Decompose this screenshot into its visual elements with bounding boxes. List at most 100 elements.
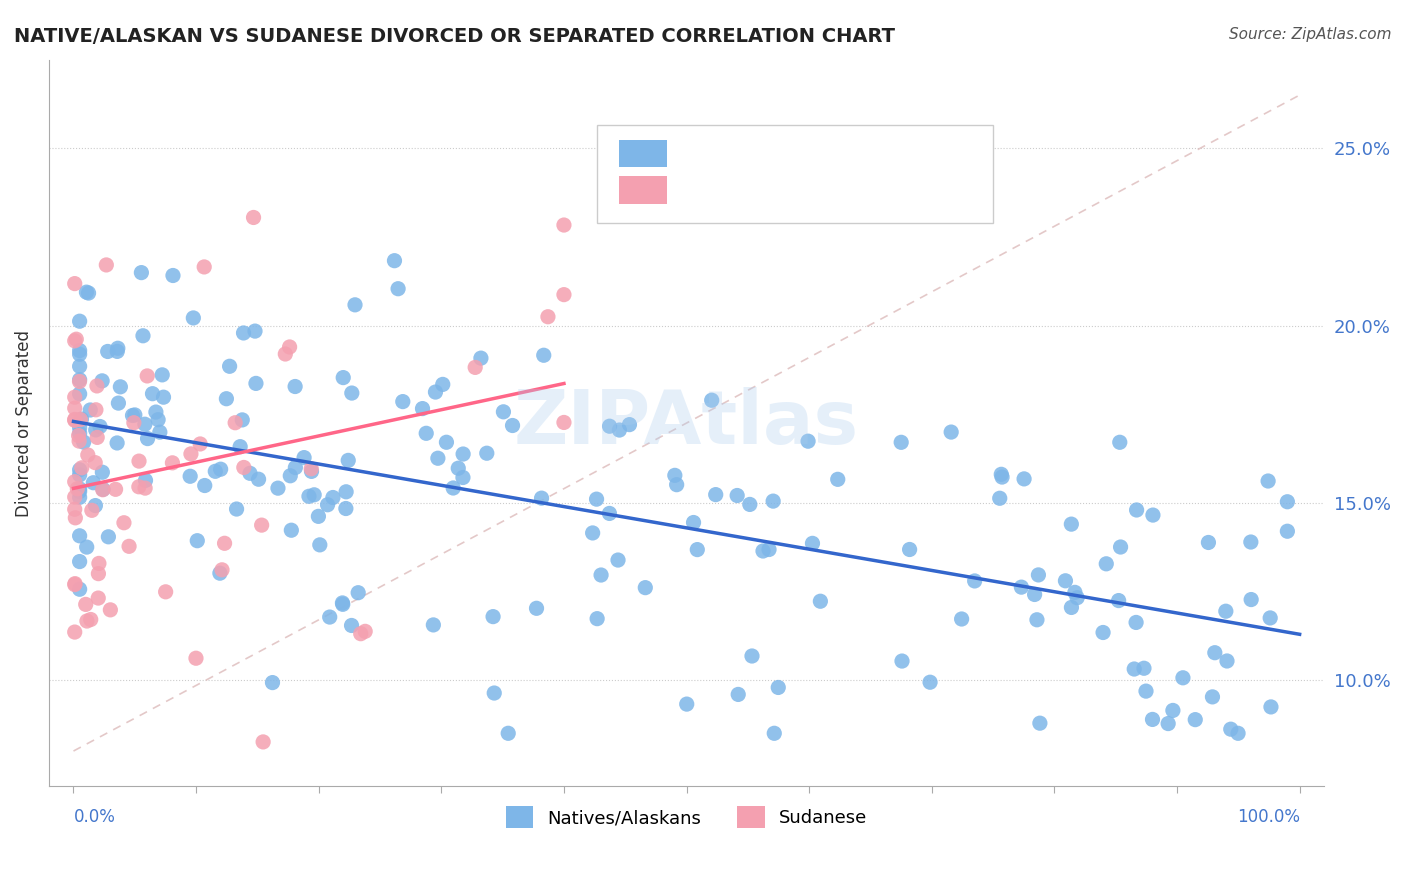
- Text: R =: R =: [683, 144, 721, 161]
- Point: [738, 497, 761, 511]
- Point: [1010, 580, 1032, 594]
- Point: [1024, 587, 1046, 601]
- Point: [278, 340, 301, 354]
- Point: [128, 454, 150, 468]
- Point: [484, 686, 506, 700]
- Point: [232, 326, 254, 340]
- Point: [292, 450, 315, 465]
- Point: [1066, 591, 1088, 605]
- Point: [82, 475, 104, 490]
- Point: [298, 489, 321, 503]
- Point: [1142, 508, 1164, 522]
- Point: [950, 612, 973, 626]
- Text: 66: 66: [887, 180, 911, 198]
- Point: [990, 467, 1012, 482]
- Point: [69, 482, 91, 496]
- Point: [76, 448, 98, 462]
- Point: [1028, 568, 1050, 582]
- Point: [132, 328, 155, 343]
- Point: [76, 540, 98, 554]
- Point: [1171, 671, 1194, 685]
- Point: [332, 596, 354, 610]
- Point: [727, 688, 749, 702]
- Point: [1277, 495, 1299, 509]
- Point: [412, 401, 434, 416]
- Point: [350, 626, 373, 640]
- Point: [752, 544, 775, 558]
- Point: [63, 390, 86, 404]
- Point: [79, 403, 101, 417]
- Point: [209, 462, 232, 476]
- Point: [96, 258, 118, 272]
- Point: [278, 468, 301, 483]
- Point: [741, 648, 763, 663]
- Point: [215, 392, 238, 406]
- Point: [91, 483, 114, 497]
- Point: [634, 581, 657, 595]
- Point: [245, 376, 267, 391]
- Point: [422, 618, 444, 632]
- Point: [827, 472, 849, 486]
- Point: [63, 576, 86, 591]
- Point: [1123, 662, 1146, 676]
- Point: [470, 351, 492, 366]
- Point: [432, 377, 454, 392]
- Point: [274, 347, 297, 361]
- Point: [280, 523, 302, 537]
- Point: [87, 591, 110, 605]
- Point: [239, 467, 262, 481]
- Point: [208, 566, 231, 581]
- Point: [77, 286, 100, 301]
- Point: [84, 499, 107, 513]
- Point: [1157, 716, 1180, 731]
- Point: [553, 218, 575, 232]
- Point: [63, 577, 86, 591]
- Text: NATIVE/ALASKAN VS SUDANESE DIVORCED OR SEPARATED CORRELATION CHART: NATIVE/ALASKAN VS SUDANESE DIVORCED OR S…: [14, 27, 896, 45]
- Point: [69, 426, 91, 441]
- Point: [63, 502, 86, 516]
- Point: [224, 416, 246, 430]
- Point: [387, 282, 409, 296]
- Point: [1215, 604, 1237, 618]
- Point: [121, 409, 143, 423]
- Point: [69, 421, 91, 435]
- Point: [80, 613, 103, 627]
- Point: [69, 347, 91, 361]
- Point: [70, 460, 93, 475]
- Point: [1161, 703, 1184, 717]
- Point: [686, 542, 709, 557]
- Point: [451, 447, 474, 461]
- Point: [63, 277, 86, 291]
- Point: [69, 373, 91, 387]
- Y-axis label: Divorced or Separated: Divorced or Separated: [15, 329, 32, 516]
- Point: [1108, 593, 1130, 607]
- Point: [619, 417, 641, 432]
- Point: [335, 501, 357, 516]
- Point: [1204, 646, 1226, 660]
- Point: [86, 379, 108, 393]
- Legend: Natives/Alaskans, Sudanese: Natives/Alaskans, Sudanese: [499, 799, 875, 836]
- Point: [1219, 722, 1241, 736]
- Point: [332, 597, 354, 611]
- Point: [232, 460, 254, 475]
- Point: [675, 697, 697, 711]
- Point: [1125, 615, 1147, 630]
- Point: [141, 386, 163, 401]
- Point: [537, 310, 560, 324]
- Point: [110, 380, 132, 394]
- Point: [63, 401, 86, 416]
- Text: N =: N =: [831, 144, 870, 161]
- Point: [1240, 535, 1263, 549]
- Point: [75, 598, 97, 612]
- Point: [1125, 503, 1147, 517]
- Text: R =: R =: [683, 180, 721, 198]
- Point: [218, 359, 240, 374]
- Point: [69, 555, 91, 569]
- Point: [63, 412, 86, 426]
- Point: [1063, 585, 1085, 599]
- Point: [891, 654, 914, 668]
- Point: [229, 440, 252, 454]
- Point: [1216, 654, 1239, 668]
- Point: [337, 453, 360, 467]
- Bar: [619, 139, 668, 167]
